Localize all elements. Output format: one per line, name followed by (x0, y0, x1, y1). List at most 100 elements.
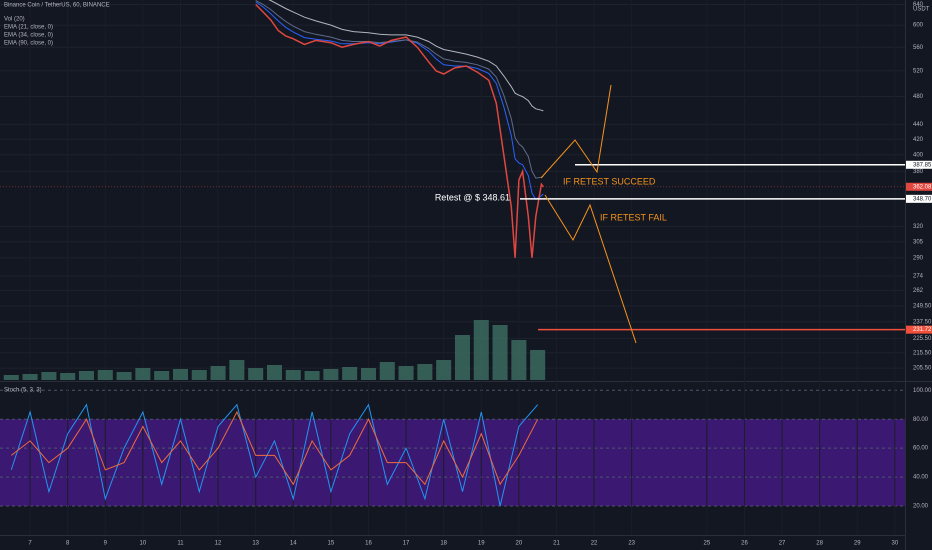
volume-bar (530, 350, 546, 380)
volume-bar (323, 369, 339, 380)
volume-bar (511, 340, 527, 380)
volume-bar (492, 325, 508, 380)
volume-bar (210, 366, 226, 380)
x-tick-label: 10 (140, 541, 147, 547)
volume-bar (266, 365, 282, 380)
volume-bar (285, 370, 301, 380)
price-tag-label: 387.85 (913, 162, 932, 168)
y-tick-label: 420 (913, 137, 924, 143)
currency: USDT (913, 7, 930, 13)
x-tick-label: 22 (591, 541, 598, 547)
volume-bar (436, 360, 452, 380)
x-tick-label: 27 (779, 541, 786, 547)
volume-bar (417, 364, 433, 380)
y-tick-label: 215.50 (913, 350, 932, 356)
series-line (10, 410, 539, 486)
volume-bar (97, 370, 113, 380)
price-tag (906, 194, 932, 203)
x-tick-label: 28 (816, 541, 823, 547)
x-tick-label: 19 (478, 541, 485, 547)
y-tick-label: 290 (913, 255, 924, 261)
y-tick-label: 320 (913, 224, 924, 230)
x-tick-label: 12 (215, 541, 222, 547)
y-tick-label: 380 (913, 169, 924, 175)
x-tick-label: 26 (741, 541, 748, 547)
y-tick-label: 274 (913, 274, 924, 280)
x-tick-label: 23 (628, 541, 635, 547)
volume-bar (398, 366, 414, 380)
y-tick-label: 249.50 (913, 304, 932, 310)
price-tag-label: 348.70 (913, 196, 932, 202)
succeed-path (540, 84, 612, 179)
price-tag-label: 231.72 (913, 327, 932, 333)
y-tick-label: 225.50 (913, 336, 932, 342)
volume-bar (360, 368, 376, 380)
y-tick-label: 520 (913, 69, 924, 75)
x-tick-label: 25 (704, 541, 711, 547)
y-tick-label: 237.50 (913, 319, 932, 325)
y-tick-label: 80.00 (913, 417, 929, 423)
volume-bar (60, 373, 76, 380)
y-tick-label: 305 (913, 239, 924, 245)
volume-bar (135, 368, 151, 380)
y-tick-label: 20.00 (913, 504, 929, 510)
volume-bar (41, 372, 57, 380)
legend-entry: EMA (21, close, 0) (4, 25, 53, 31)
volume-bar (473, 320, 489, 380)
series-line (255, 0, 544, 179)
series-line (10, 403, 539, 507)
pane-title: Stoch (5, 3, 3) (4, 388, 42, 394)
y-tick-label: 480 (913, 94, 924, 100)
x-tick-label: 13 (252, 541, 259, 547)
symbol: Binance Coin / TetherUS, 60, BINANCE (4, 3, 110, 9)
fail-path (544, 194, 637, 344)
legend-entry: Vol (20) (4, 17, 25, 23)
y-tick-label: 40.00 (913, 475, 929, 481)
price-tag-label: 362.08 (913, 184, 932, 190)
x-tick-label: 7 (28, 541, 32, 547)
x-tick-label: 21 (553, 541, 560, 547)
y-tick-label: 440 (913, 122, 924, 128)
y-tick-label: 560 (913, 45, 924, 51)
series-line (255, 1, 544, 201)
series-line (255, 3, 544, 258)
volume-bar (342, 367, 358, 380)
price-tag (906, 182, 932, 191)
volume-bar (304, 371, 320, 380)
retest-label: Retest @ $ 348.61 (435, 192, 510, 202)
x-tick-label: 9 (104, 541, 108, 547)
x-tick-label: 17 (403, 541, 410, 547)
volume-bar (154, 371, 170, 380)
volume-bar (116, 372, 132, 380)
y-tick-label: 400 (913, 152, 924, 158)
volume-bar (454, 335, 470, 380)
price-tag (906, 325, 932, 334)
x-tick-label: 8 (66, 541, 70, 547)
volume-bar (3, 375, 19, 380)
x-tick-label: 11 (177, 541, 184, 547)
x-tick-label: 16 (365, 541, 372, 547)
stoch-band (0, 419, 905, 507)
y-tick-label: 100.00 (913, 388, 932, 394)
y-tick-label: 600 (913, 23, 924, 29)
x-tick-label: 15 (328, 541, 335, 547)
volume-bar (78, 371, 94, 380)
x-tick-label: 29 (854, 541, 861, 547)
legend-entry: EMA (34, close, 0) (4, 33, 53, 39)
x-tick-label: 20 (516, 541, 523, 547)
plot (0, 0, 905, 507)
projection (540, 84, 637, 344)
volume-bar (248, 368, 264, 380)
x-tick-label: 30 (892, 541, 899, 547)
volume-bar (229, 360, 245, 380)
y-tick-label: 262 (913, 288, 924, 294)
succeed-label: IF RETEST SUCCEED (563, 176, 656, 186)
y-tick-label: 205.50 (913, 366, 932, 372)
fail-label: IF RETEST FAIL (600, 212, 667, 222)
volume-bar (191, 370, 207, 380)
volume-bar (379, 362, 395, 380)
x-tick-label: 18 (440, 541, 447, 547)
y-tick-label: 60.00 (913, 446, 929, 452)
volume-bar (172, 369, 188, 380)
